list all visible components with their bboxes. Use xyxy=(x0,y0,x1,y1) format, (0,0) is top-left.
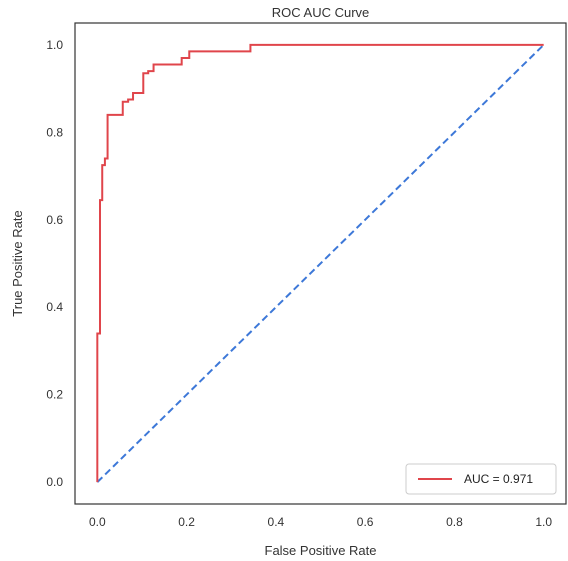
series-layer xyxy=(96,43,545,483)
y-tick-label: 0.4 xyxy=(46,300,63,314)
chart-title: ROC AUC Curve xyxy=(272,5,370,20)
x-tick-label: 0.6 xyxy=(357,515,374,529)
y-tick-label: 0.2 xyxy=(46,388,63,402)
roc-curve-line xyxy=(96,43,544,483)
x-tick-label: 1.0 xyxy=(535,515,552,529)
x-tick-label: 0.4 xyxy=(268,515,285,529)
diagonal-reference-line xyxy=(96,44,545,483)
y-tick-label: 0.8 xyxy=(46,125,63,139)
x-axis-title: False Positive Rate xyxy=(265,543,377,558)
plot-frame xyxy=(74,22,567,505)
y-axis-title: True Positive Rate xyxy=(10,210,25,316)
x-tick-label: 0.0 xyxy=(89,515,106,529)
legend-box xyxy=(405,463,557,495)
ticks-layer: 0.0 0.2 0.4 0.6 0.8 1.0 0.0 0.2 0.4 0.6 0.8 1.0 xyxy=(46,38,552,529)
y-tick-label: 0.0 xyxy=(46,475,63,489)
legend-label: AUC = 0.971 xyxy=(464,472,533,486)
y-tick-label: 1.0 xyxy=(46,38,63,52)
legend: AUC = 0.971 xyxy=(405,463,557,495)
y-tick-label: 0.6 xyxy=(46,213,63,227)
x-tick-label: 0.2 xyxy=(178,515,195,529)
x-tick-label: 0.8 xyxy=(446,515,463,529)
